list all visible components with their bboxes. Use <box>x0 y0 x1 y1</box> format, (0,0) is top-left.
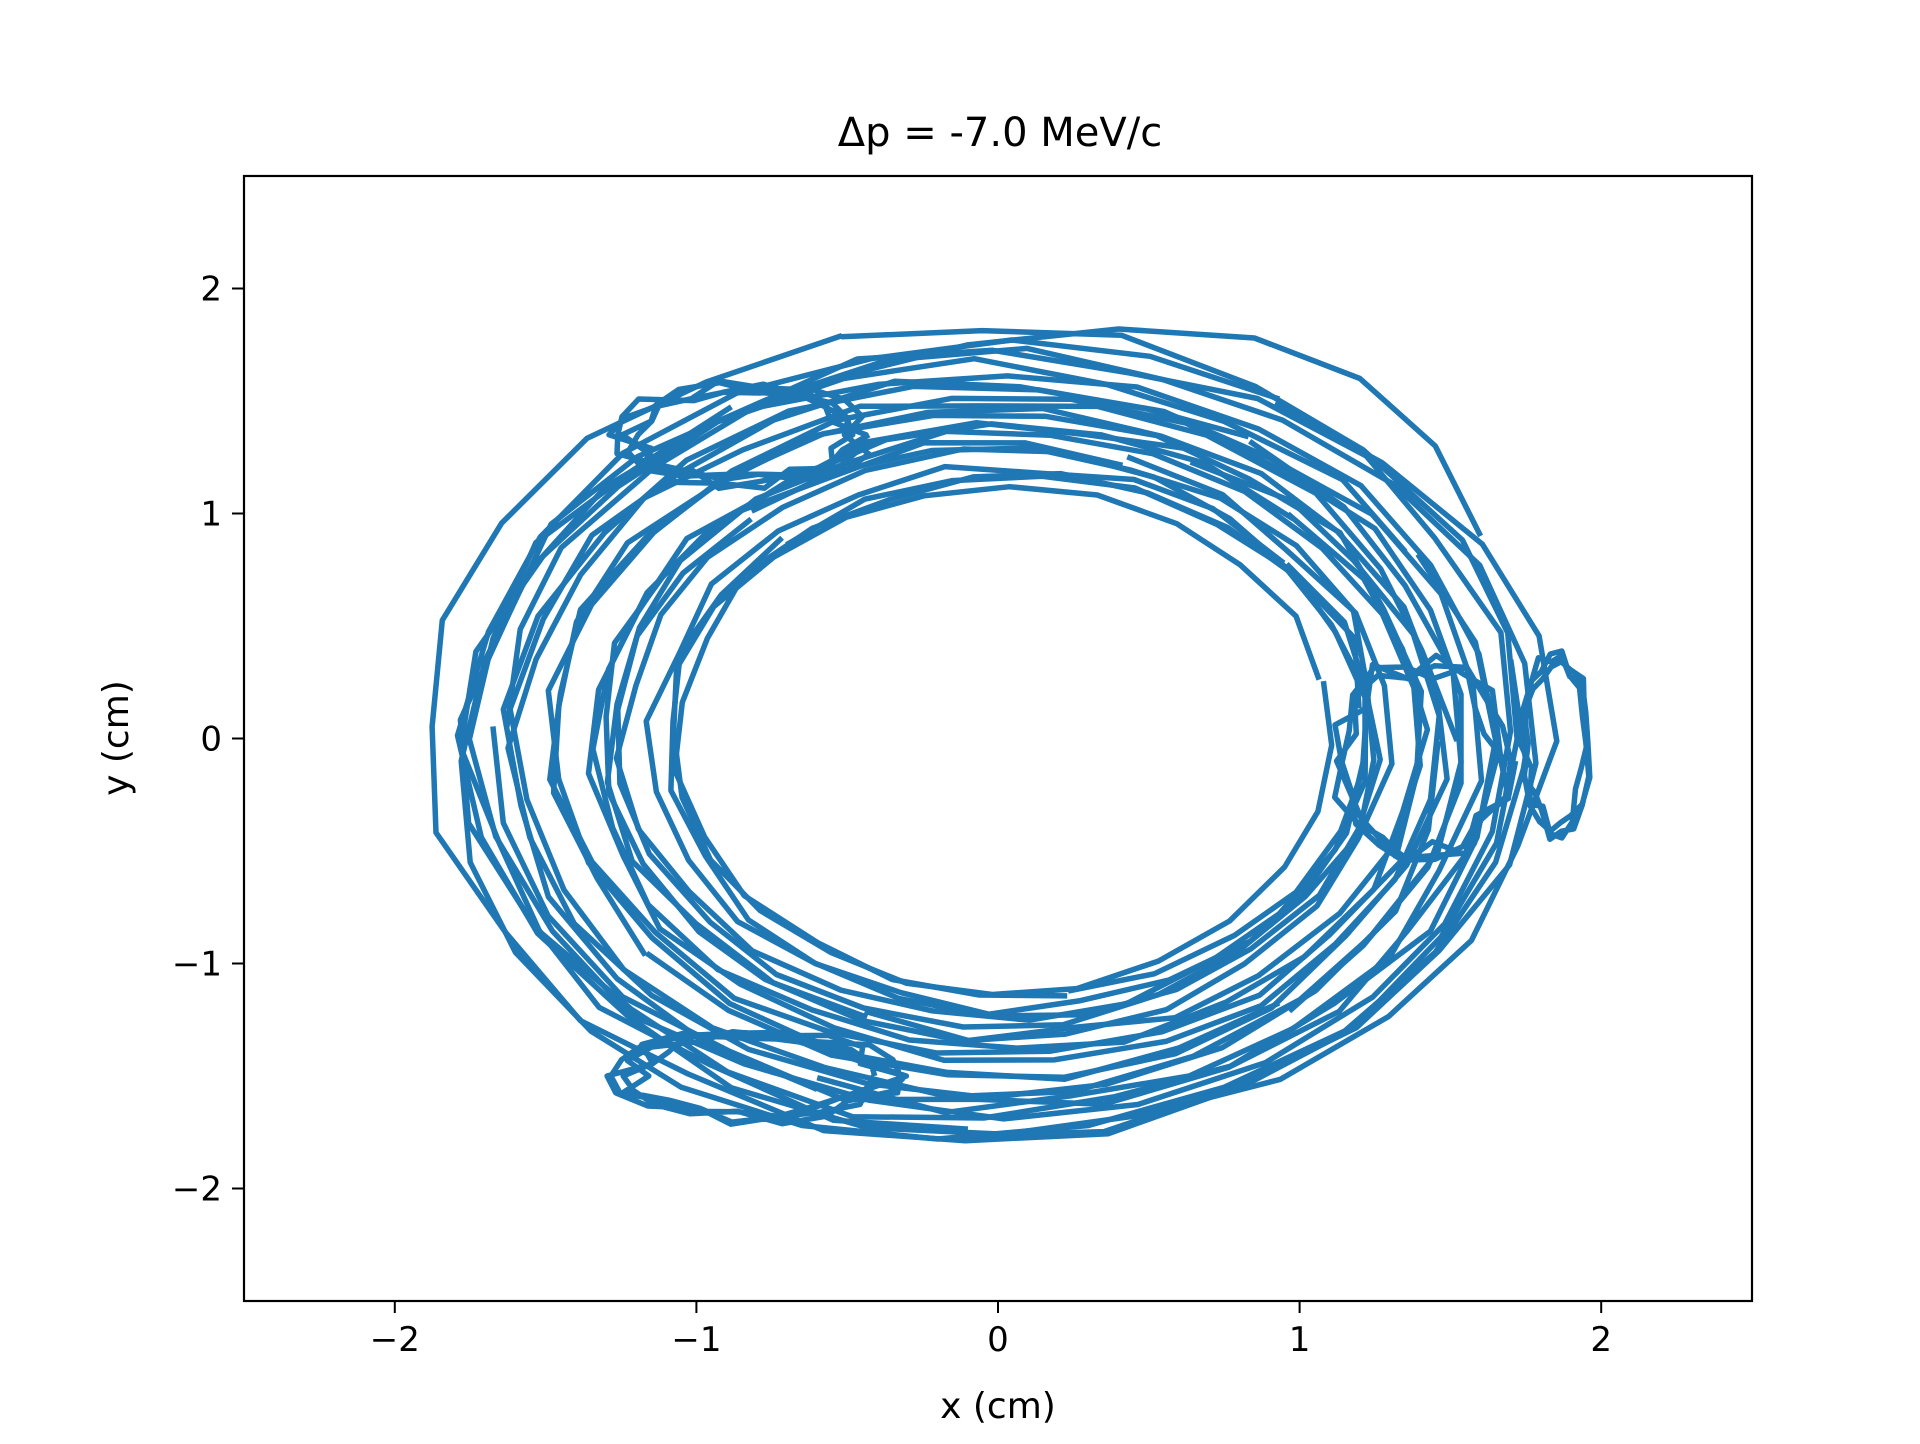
trajectory-ring <box>457 355 1499 1121</box>
x-tick-label: 1 <box>1289 1320 1311 1360</box>
y-tick-label: −2 <box>172 1170 222 1210</box>
x-tick-label: 2 <box>1590 1320 1612 1360</box>
x-tick-label: 0 <box>987 1320 1009 1360</box>
y-axis-ticks: −2 −1 0 1 2 <box>172 270 244 1210</box>
trajectory-ring <box>547 412 1425 1056</box>
x-axis-ticks: −2 −1 0 1 2 <box>370 1301 1612 1360</box>
y-axis-label: y (cm) <box>96 680 137 796</box>
y-tick-label: 0 <box>200 720 222 760</box>
trajectory-loop <box>1331 652 1519 865</box>
trajectory-ring <box>466 347 1514 1122</box>
trajectory-ring <box>670 483 1335 998</box>
trajectory-ring <box>603 439 1395 1044</box>
trajectory-loop <box>1517 648 1593 842</box>
y-tick-label: 2 <box>200 270 222 310</box>
trajectory-ring <box>643 463 1383 1019</box>
trajectory-ring <box>457 345 1539 1139</box>
trajectory-ring <box>590 421 1431 1051</box>
y-tick-label: −1 <box>172 945 222 985</box>
chart-title: Δp = -7.0 MeV/c <box>838 110 1162 156</box>
trajectory-loop <box>606 378 872 492</box>
trajectory-loop <box>604 1028 910 1127</box>
x-axis-label: x (cm) <box>940 1386 1056 1427</box>
y-tick-label: 1 <box>200 495 222 535</box>
trajectory-group <box>429 326 1593 1144</box>
x-tick-label: −2 <box>370 1320 420 1360</box>
x-tick-label: −1 <box>671 1320 721 1360</box>
